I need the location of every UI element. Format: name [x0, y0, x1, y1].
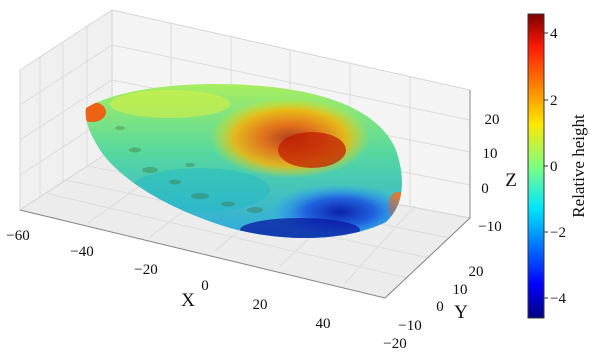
- y-tick-label: 10: [453, 282, 468, 298]
- region-left-tip: [85, 102, 106, 122]
- y-tick-label: −20: [383, 336, 406, 352]
- z-tick-label: 20: [485, 112, 500, 128]
- surface-texture: [115, 126, 263, 213]
- colorbar-gradient: [527, 13, 545, 319]
- x-tick-label: −40: [70, 244, 93, 260]
- x-tick-label: 20: [253, 297, 268, 313]
- z-axis-label: Z: [505, 170, 517, 191]
- y-axis: 20 10 0 −10 −20 Y: [383, 264, 483, 352]
- x-tick-label: −20: [134, 262, 157, 278]
- x-tick-label: 0: [201, 278, 209, 294]
- z-tick-label: −10: [478, 219, 501, 235]
- z-axis: 20 10 0 −10 Z: [478, 112, 517, 235]
- z-tick-label: 10: [483, 146, 498, 162]
- axis-lines: [19, 90, 471, 299]
- region-mid-body: [130, 168, 270, 212]
- region-upper-flank: [110, 90, 230, 118]
- x-axis: −60 −40 −20 0 20 40 X: [6, 228, 330, 332]
- x-tick-label: −60: [6, 228, 29, 244]
- y-tick-label: −10: [398, 318, 421, 334]
- region-upper-right-crest: [278, 132, 346, 168]
- colorbar-tick-label: −2: [550, 225, 566, 241]
- colorbar-label: Relative height: [569, 114, 588, 218]
- colorbar-tick-label: 0: [550, 159, 558, 175]
- y-tick-label: 0: [436, 299, 444, 315]
- x-axis-label: X: [181, 290, 195, 311]
- z-tick-label: 0: [481, 181, 489, 197]
- asteroid-surface: [85, 84, 402, 239]
- y-axis-label: Y: [454, 302, 468, 323]
- colorbar: 4 2 0 −2 −4 Relative height: [527, 13, 588, 319]
- colorbar-tick-label: −4: [550, 291, 566, 307]
- colorbar-tick-label: 4: [550, 26, 558, 42]
- colorbar-tick-label: 2: [550, 93, 558, 109]
- x-tick-label: 40: [316, 316, 331, 332]
- y-tick-label: 20: [469, 264, 484, 280]
